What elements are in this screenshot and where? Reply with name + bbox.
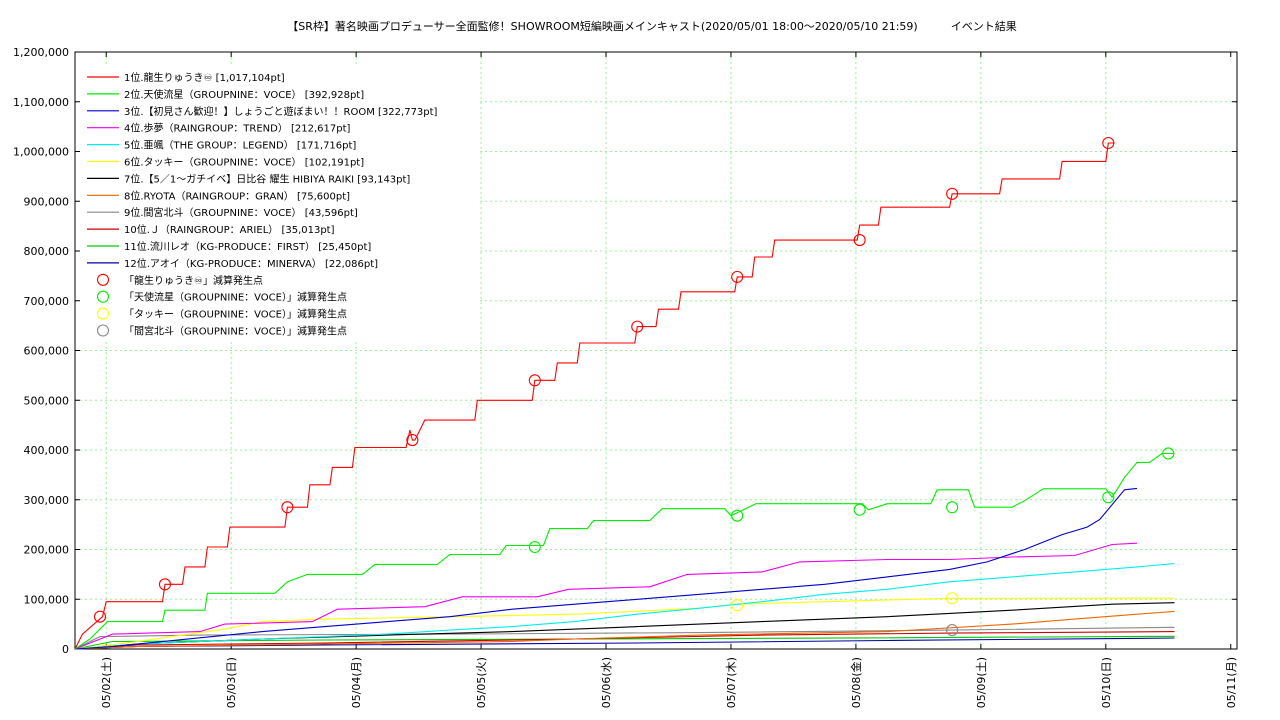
y-tick-label: 900,000: [24, 195, 70, 208]
y-tick-label: 300,000: [24, 494, 70, 507]
x-tick-label: 05/04(月): [350, 657, 363, 708]
series-line: [74, 626, 1175, 650]
x-tick-label: 05/05(火): [475, 657, 488, 708]
marker-point: [946, 187, 959, 200]
marker-point: [528, 540, 541, 554]
legend-entry: 「天使流星（GROUPNINE：VOCE）」減算発生点: [124, 291, 347, 304]
legend-entry: 9位.間宮北斗（GROUPNINE：VOCE） [43,596pt]: [124, 206, 358, 219]
legend: 1位.龍生りゅうき♾ [1,017,104pt] 2位.天使流星（GROUPNIN…: [80, 66, 480, 342]
legend-entry: 2位.天使流星（GROUPNINE：VOCE） [392,928pt]: [124, 88, 364, 101]
marker-point: [731, 270, 744, 283]
series-line: [74, 563, 1175, 650]
y-tick-label: 1,000,000: [13, 146, 69, 159]
legend-entry: 5位.亜颯（THE GROUP：LEGEND） [171,716pt]: [124, 139, 356, 152]
y-tick-label: 600,000: [24, 345, 70, 358]
marker-point: [1102, 136, 1115, 150]
marker-point: [853, 503, 866, 516]
series-line: [74, 142, 1115, 650]
legend-entry: 4位.歩夢（RAINGROUP：TREND） [212,617pt]: [124, 122, 351, 135]
x-tick-label: 05/03(日): [225, 657, 238, 708]
x-tick-label: 05/06(水): [600, 657, 613, 708]
x-tick-label: 05/02(土): [100, 657, 113, 708]
marker-point: [1162, 447, 1175, 460]
marker-point: [406, 433, 419, 447]
marker-point: [281, 501, 294, 514]
y-axis: 0 100,000 200,000 300,000 400,000 500,000 600,…: [13, 46, 1237, 656]
legend-marker-swatch: [96, 324, 110, 337]
x-tick-label: 05/11(月): [1225, 657, 1238, 708]
legend-marker-swatch: [96, 307, 110, 320]
y-tick-label: 1,100,000: [13, 96, 69, 109]
marker-point: [731, 509, 744, 522]
marker-point: [946, 592, 959, 605]
series-layer: [74, 142, 1175, 650]
marker-point: [158, 578, 172, 591]
series-line: [74, 452, 1175, 650]
x-axis: 05/02(土) 05/03(日) 05/04(月) 05/05(火) 05/06(水)…: [100, 52, 1238, 708]
marker-layer: [93, 136, 1175, 637]
series-line: [74, 597, 1175, 650]
chart-title: 【SR枠】著名映画プロデューサー全面監修！SHOWROOM短編映画メインキャスト…: [287, 19, 1016, 33]
series-line: [74, 635, 1175, 650]
legend-marker-swatch: [96, 273, 110, 286]
grid: [75, 52, 1237, 649]
x-tick-label: 05/10(日): [1100, 657, 1113, 708]
marker-point: [631, 320, 644, 333]
y-tick-label: 200,000: [24, 544, 70, 557]
marker-point: [528, 374, 541, 387]
x-tick-label: 05/07(木): [725, 657, 738, 708]
legend-entry: 7位.【5／1〜ガチイベ】日比谷 耀生 HIBIYA RAIKI [93,143…: [124, 172, 410, 185]
y-tick-label: 1,200,000: [13, 46, 69, 59]
legend-entry: 6位.タッキー（GROUPNINE：VOCE） [102,191pt]: [124, 156, 364, 169]
y-tick-label: 700,000: [24, 295, 70, 308]
legend-entry: 「タッキー（GROUPNINE：VOCE）」減算発生点: [124, 308, 347, 321]
legend-entry: 1位.龍生りゅうき♾ [1,017,104pt]: [124, 71, 285, 84]
marker-point: [731, 599, 744, 612]
legend-entry: 3位.【初見さん歓迎！】しょうごと遊ぼまい！！ROOM [322,773pt]: [124, 105, 438, 118]
y-tick-label: 500,000: [24, 394, 70, 407]
legend-entry: 「龍生りゅうき♾」減算発生点: [124, 274, 263, 287]
legend-entry: 11位.流川レオ（KG-PRODUCE：FIRST） [25,450pt]: [124, 240, 371, 253]
legend-entry: 8位.RYOTA（RAINGROUP：GRAN） [75,600pt]: [124, 189, 350, 202]
marker-point: [93, 610, 107, 623]
marker-point: [853, 234, 866, 247]
marker-point: [946, 624, 959, 637]
marker-point: [946, 501, 959, 514]
legend-box: [80, 66, 480, 342]
y-tick-label: 400,000: [24, 444, 70, 457]
y-tick-label: 100,000: [24, 593, 70, 606]
y-tick-label: 0: [62, 643, 69, 656]
y-tick-label: 800,000: [24, 245, 70, 258]
x-tick-label: 05/08(金): [849, 657, 863, 708]
legend-entry: 12位.アオイ（KG-PRODUCE：MINERVA） [22,086pt]: [124, 257, 378, 270]
series-line: [74, 610, 1175, 650]
legend-marker-swatch: [96, 290, 110, 303]
legend-entry: 10位.Ｊ（RAINGROUP：ARIEL） [35,013pt]: [124, 223, 335, 236]
marker-point: [1102, 491, 1115, 504]
legend-entry: 「間宮北斗（GROUPNINE：VOCE）」減算発生点: [124, 325, 347, 338]
series-line: [74, 487, 1138, 650]
x-tick-label: 05/09(土): [975, 657, 988, 708]
